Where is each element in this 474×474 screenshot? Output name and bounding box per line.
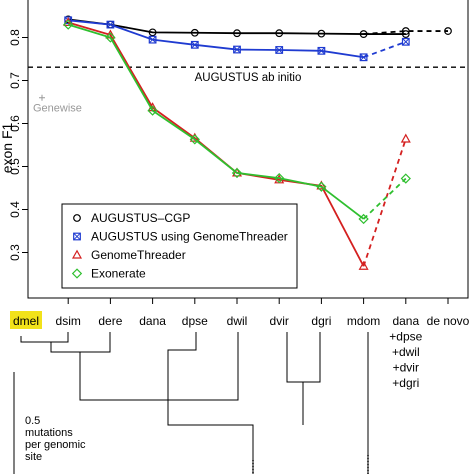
data-point bbox=[317, 29, 326, 38]
legend-box bbox=[61, 203, 298, 289]
category-label: mdom bbox=[347, 314, 380, 328]
y-axis-title: exon F1 bbox=[0, 122, 15, 173]
y-tick-label: 0.8 bbox=[8, 29, 22, 46]
series-0 bbox=[64, 15, 452, 38]
category-label: dwil bbox=[227, 314, 248, 328]
annotation-points: Genewise bbox=[33, 94, 82, 115]
data-point bbox=[275, 46, 284, 54]
legend-label: GenomeThreader bbox=[91, 248, 186, 262]
y-tick-label: 0.3 bbox=[8, 244, 22, 261]
data-point bbox=[401, 27, 410, 35]
category-label: +dpse bbox=[389, 330, 422, 344]
series-3 bbox=[63, 19, 411, 225]
data-point bbox=[233, 45, 241, 54]
data-point bbox=[358, 213, 369, 225]
data-point bbox=[316, 181, 327, 192]
data-point bbox=[231, 167, 243, 179]
legend-marker bbox=[73, 232, 81, 241]
data-point bbox=[106, 20, 115, 29]
data-point bbox=[63, 19, 74, 30]
phylogenetic-tree bbox=[13, 332, 369, 474]
series-line bbox=[67, 23, 365, 220]
genewise-point bbox=[39, 94, 45, 101]
data-point bbox=[359, 53, 368, 62]
data-point bbox=[233, 29, 241, 38]
data-point bbox=[317, 46, 326, 55]
legend: AUGUSTUS–CGP AUGUSTUS using GenomeThreade… bbox=[61, 203, 298, 289]
plot-frame bbox=[27, 0, 469, 299]
scale-label-line: per genomic bbox=[25, 439, 86, 451]
category-label: dvir bbox=[270, 314, 289, 328]
tree-branch-dmel-dsim bbox=[37, 332, 69, 343]
category-label: de novo bbox=[427, 314, 470, 328]
data-point bbox=[274, 172, 285, 184]
reference-line-group: AUGUSTUS ab initio bbox=[28, 66, 468, 84]
y-tick-label: 0.5 bbox=[8, 158, 22, 175]
category-label: dpse bbox=[182, 314, 208, 328]
data-point bbox=[444, 27, 452, 35]
data-point bbox=[400, 173, 411, 184]
legend-label: AUGUSTUS–CGP bbox=[91, 211, 190, 225]
data-point bbox=[148, 28, 157, 37]
y-tick-label: 0.6 bbox=[8, 115, 22, 132]
data-point bbox=[190, 28, 199, 37]
data-point bbox=[358, 260, 369, 270]
tree-branch-dvir-dgri bbox=[286, 332, 321, 383]
data-point bbox=[105, 32, 116, 43]
data-point bbox=[190, 40, 199, 49]
series-line-dashed bbox=[363, 40, 407, 59]
scale-label-line: mutations bbox=[25, 427, 73, 439]
category-label: dmel bbox=[13, 314, 39, 328]
category-label: dgri bbox=[311, 314, 331, 328]
scale-label-line: 0.5 bbox=[25, 415, 40, 427]
tree-branch-dpse bbox=[167, 332, 197, 400]
data-point bbox=[401, 37, 410, 46]
series-1 bbox=[64, 16, 410, 62]
series-line-dashed bbox=[362, 177, 407, 220]
reference-line-label: AUGUSTUS ab initio bbox=[195, 72, 302, 84]
plot-area: 0.3 0.4 0.5 0.6 0.7 0.8 AUGUSTUS ab initio Ge… bbox=[8, 0, 469, 304]
tree-branch-sophophora bbox=[167, 400, 254, 460]
category-label: dana bbox=[392, 314, 419, 328]
data-point bbox=[147, 105, 158, 116]
highlight-box bbox=[10, 311, 42, 329]
category-labels: dmel dsim dere dana dpse dwil dvir dgri mdom dana… bbox=[10, 311, 470, 390]
series-line bbox=[68, 19, 364, 59]
genewise-label: Genewise bbox=[33, 103, 82, 115]
y-tick-label: 0.4 bbox=[8, 201, 22, 218]
series-layer bbox=[63, 15, 452, 270]
series-line bbox=[68, 18, 406, 35]
category-label: dere bbox=[98, 314, 122, 328]
y-tick-label: 0.7 bbox=[8, 72, 22, 89]
category-label: dana bbox=[139, 314, 166, 328]
legend-items: AUGUSTUS–CGP AUGUSTUS using GenomeThreade… bbox=[71, 211, 288, 281]
data-point bbox=[148, 35, 157, 44]
y-axis: 0.3 0.4 0.5 0.6 0.7 0.8 bbox=[8, 29, 28, 261]
scale-label-line: site bbox=[25, 451, 42, 463]
category-label: +dvir bbox=[393, 361, 419, 375]
legend-label: AUGUSTUS using GenomeThreader bbox=[91, 230, 288, 244]
legend-marker bbox=[71, 268, 83, 279]
data-point bbox=[359, 30, 368, 38]
tree-root-stem bbox=[20, 336, 37, 343]
x-axis bbox=[67, 298, 449, 304]
legend-marker bbox=[71, 249, 83, 259]
data-point bbox=[400, 133, 411, 143]
category-label: +dgri bbox=[392, 376, 419, 390]
legend-label: Exonerate bbox=[91, 267, 146, 281]
data-point bbox=[401, 30, 410, 38]
category-label: +dwil bbox=[392, 345, 420, 359]
data-point bbox=[189, 134, 200, 145]
tree-branch-dana bbox=[79, 332, 239, 401]
legend-marker bbox=[73, 214, 81, 222]
category-label: dsim bbox=[56, 314, 81, 328]
data-point bbox=[275, 29, 284, 38]
series-line-dashed bbox=[362, 138, 407, 267]
